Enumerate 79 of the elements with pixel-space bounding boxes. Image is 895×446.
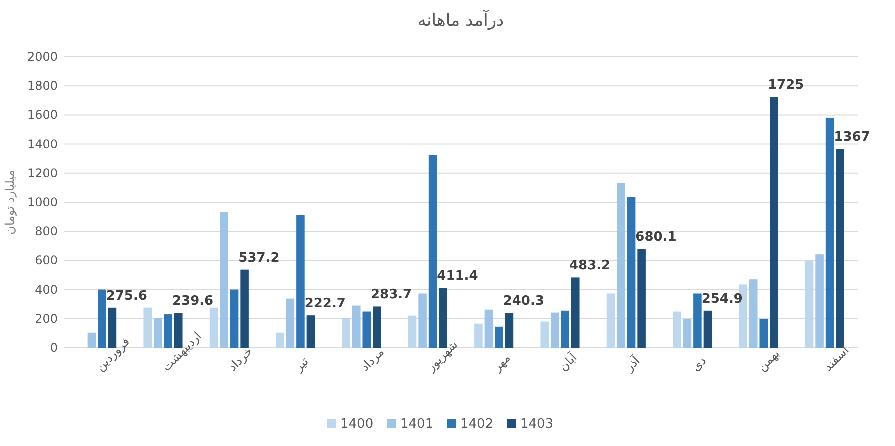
x-tick-label: اسفند	[821, 343, 852, 374]
bar	[760, 319, 768, 348]
y-tick-label: 1800	[27, 79, 58, 94]
y-tick-label: 2000	[27, 50, 58, 64]
data-label: 1725	[768, 78, 804, 94]
legend-label: 1400	[340, 417, 374, 432]
y-tick-label: 0	[50, 341, 58, 355]
bar	[638, 249, 646, 348]
bar	[572, 278, 580, 348]
x-tick-label: فروردین	[93, 334, 133, 374]
y-axis-title: میلیارد تومان	[3, 170, 17, 235]
x-tick-label: مهر	[490, 351, 514, 375]
y-tick-label: 1200	[27, 166, 58, 180]
bar	[296, 215, 305, 348]
data-label: 537.2	[238, 250, 280, 266]
data-label: 411.4	[437, 269, 478, 284]
data-label: 239.6	[172, 294, 214, 310]
bar	[495, 326, 504, 348]
bar	[373, 306, 382, 348]
bar	[362, 312, 372, 348]
bar	[342, 318, 350, 348]
legend-label: 1401	[400, 417, 434, 432]
bar	[418, 294, 427, 348]
legend-label: 1402	[460, 417, 494, 432]
bar	[805, 260, 814, 348]
bar	[505, 313, 514, 348]
y-tick-label: 400	[35, 282, 58, 297]
data-label: 275.6	[106, 288, 148, 304]
data-label: 483.2	[570, 258, 611, 274]
x-tick-label: بهمن	[754, 346, 783, 374]
x-tick-label: آبان	[556, 350, 580, 374]
data-label: 222.7	[304, 296, 346, 312]
y-tick-label: 1000	[27, 196, 58, 210]
bar	[144, 308, 152, 348]
y-tick-label: 800	[35, 224, 58, 239]
bar	[673, 312, 682, 348]
y-tick-label: 200	[35, 312, 58, 326]
x-tick-label: شهریور	[423, 338, 461, 375]
bar	[704, 310, 712, 348]
bar	[749, 280, 758, 348]
y-tick-label: 1400	[27, 137, 58, 152]
data-label: 1367	[834, 130, 870, 146]
x-tick-label: دی	[688, 354, 710, 374]
y-tick-label: 1600	[27, 108, 58, 122]
x-tick-label: مرداد	[358, 345, 388, 374]
bar	[408, 316, 417, 348]
chart-title: درآمد ماهانه	[418, 10, 504, 31]
bar	[286, 298, 295, 348]
bar	[627, 197, 636, 348]
bar	[306, 316, 316, 348]
bar	[230, 290, 239, 348]
bar	[770, 97, 778, 348]
bar	[683, 319, 692, 348]
x-tick-label: خرداد	[226, 344, 256, 374]
x-tick-label: تیر	[291, 354, 312, 375]
bar	[550, 312, 560, 348]
bar	[240, 270, 249, 348]
bar	[220, 212, 228, 348]
bar	[816, 254, 824, 348]
legend-label: 1403	[520, 417, 554, 432]
bar	[352, 306, 361, 348]
data-label: 240.3	[503, 294, 544, 310]
data-label: 283.7	[371, 288, 412, 303]
bar	[88, 332, 96, 348]
data-label: 680.1	[636, 230, 677, 246]
bar	[154, 318, 162, 348]
x-tick-label: آذر	[621, 352, 644, 375]
x-tick-label: اردیبهشت	[159, 329, 204, 374]
bar	[276, 332, 284, 348]
data-label: 254.9	[702, 292, 743, 307]
bar	[606, 294, 616, 348]
bar	[210, 308, 218, 348]
y-tick-label: 600	[35, 254, 58, 268]
bar	[617, 183, 626, 348]
bar	[474, 324, 483, 348]
bar	[694, 294, 702, 348]
bar	[540, 322, 549, 348]
bar	[484, 310, 494, 348]
bar	[561, 310, 570, 348]
